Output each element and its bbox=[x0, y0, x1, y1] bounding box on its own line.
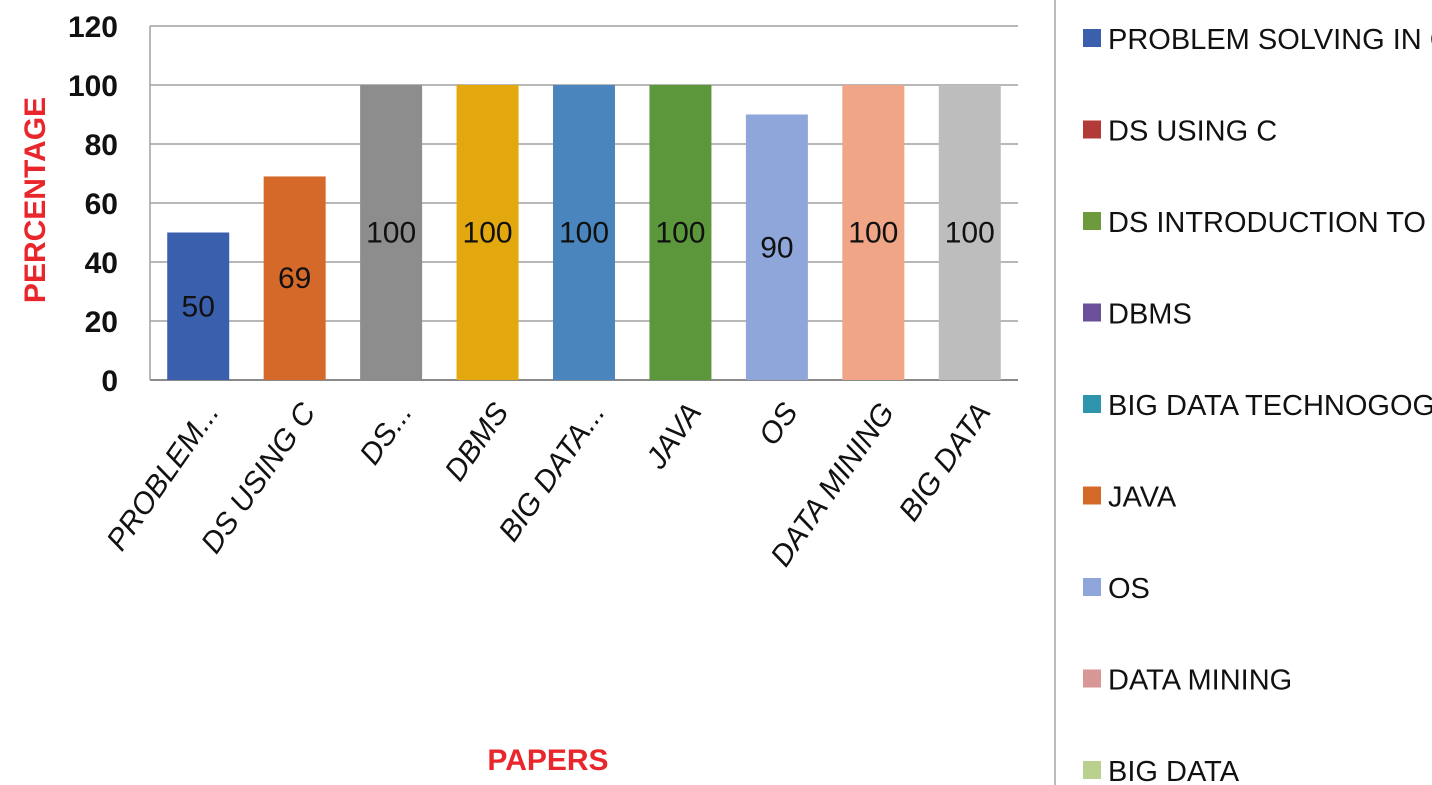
bar bbox=[167, 232, 230, 380]
legend-swatch bbox=[1083, 761, 1101, 779]
legend-swatch bbox=[1083, 578, 1101, 596]
bars bbox=[167, 85, 1001, 380]
x-axis-title: PAPERS bbox=[487, 744, 608, 777]
y-tick-label: 40 bbox=[85, 247, 118, 280]
bar bbox=[456, 85, 519, 380]
data-label: 50 bbox=[182, 290, 215, 323]
y-tick-label: 120 bbox=[68, 11, 118, 44]
data-label: 100 bbox=[463, 217, 513, 250]
x-tick-label: DS... bbox=[354, 397, 419, 471]
data-label: 100 bbox=[945, 217, 995, 250]
legend-swatch bbox=[1083, 395, 1101, 413]
legend-swatch bbox=[1083, 486, 1101, 505]
bar bbox=[842, 85, 905, 380]
y-tick-label: 80 bbox=[85, 129, 118, 162]
data-label: 100 bbox=[848, 217, 898, 250]
y-tick-label: 0 bbox=[101, 365, 118, 398]
legend-swatch bbox=[1083, 669, 1101, 688]
x-tick-label: DBMS bbox=[439, 397, 516, 487]
bar bbox=[745, 114, 808, 380]
legend-label: BIG DATA bbox=[1108, 756, 1240, 785]
legend-swatch bbox=[1083, 212, 1101, 230]
bar bbox=[360, 85, 423, 380]
legend-swatch bbox=[1083, 120, 1101, 139]
legend-label: OS bbox=[1108, 573, 1150, 605]
bar bbox=[263, 176, 326, 380]
legend-label: DS INTRODUCTION TO R bbox=[1108, 207, 1432, 239]
data-label: 90 bbox=[760, 231, 793, 264]
x-tick-label: BIG DATA bbox=[893, 397, 998, 527]
legend-label: BIG DATA TECHNOGOGY bbox=[1108, 390, 1432, 422]
legend-swatch bbox=[1083, 303, 1101, 322]
data-labels: 50 69 100 100 100 100 90 100 100 bbox=[182, 217, 995, 324]
y-axis-title: PERCENTAGE bbox=[19, 97, 52, 303]
y-axis-ticks: 0 20 40 60 80 100 120 bbox=[68, 11, 118, 398]
legend-label: DS USING C bbox=[1108, 116, 1277, 148]
x-tick-label: OS bbox=[753, 397, 805, 451]
legend-swatch bbox=[1083, 29, 1101, 47]
y-tick-label: 100 bbox=[68, 70, 118, 103]
legend-label: DATA MINING bbox=[1108, 665, 1292, 697]
bar bbox=[553, 85, 615, 380]
y-tick-label: 20 bbox=[85, 306, 118, 339]
y-tick-label: 60 bbox=[85, 188, 118, 221]
legend-label: PROBLEM SOLVING IN C bbox=[1108, 24, 1432, 56]
bar bbox=[938, 85, 1001, 380]
data-label: 100 bbox=[366, 217, 416, 250]
data-label: 100 bbox=[655, 217, 705, 250]
legend: PROBLEM SOLVING IN C DS USING C DS INTRODU… bbox=[1083, 24, 1432, 785]
data-label: 100 bbox=[559, 217, 609, 250]
bar bbox=[649, 85, 712, 380]
data-label: 69 bbox=[278, 262, 311, 295]
legend-label: DBMS bbox=[1108, 299, 1192, 331]
legend-label: JAVA bbox=[1108, 482, 1177, 514]
x-tick-label: JAVA bbox=[639, 397, 708, 475]
